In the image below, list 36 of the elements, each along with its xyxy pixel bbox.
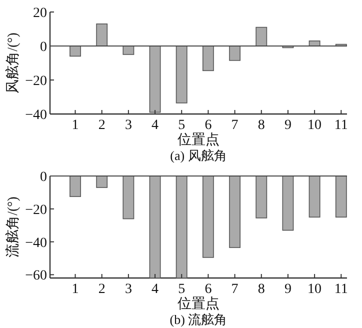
y-axis-title: 风舷角/(°) (5, 32, 21, 94)
y-tick-label: −40 (25, 236, 47, 251)
x-tick-label: 1 (72, 118, 79, 133)
x-tick-label: 9 (284, 282, 292, 297)
y-tick-label: 0 (40, 40, 47, 55)
x-tick-label: 2 (98, 282, 106, 297)
x-tick-label: 5 (178, 118, 186, 133)
x-tick-label: 9 (284, 118, 292, 133)
x-tick-label: 10 (308, 118, 322, 133)
x-tick-label: 1 (72, 282, 79, 297)
x-tick-label: 11 (334, 282, 348, 297)
x-tick-label: 7 (231, 118, 238, 133)
y-tick-label: 20 (33, 6, 47, 21)
x-tick-label: 8 (258, 118, 265, 133)
x-axis-title: 位置点 (178, 132, 220, 148)
x-tick-label: 3 (124, 282, 132, 297)
x-tick-label: 3 (124, 118, 132, 133)
y-tick-label: 0 (40, 170, 47, 185)
x-tick-label: 4 (152, 118, 159, 133)
y-tick-label: −20 (25, 202, 47, 218)
text: (a) 风舷角 (170, 148, 227, 163)
x-tick-label: 8 (258, 282, 265, 297)
x-axis-title: 位置点 (178, 296, 220, 312)
y-tick-label: −20 (25, 74, 47, 89)
x-tick-label: 5 (178, 282, 186, 297)
text: (b) 流舷角 (170, 312, 228, 327)
x-tick-label: 11 (334, 118, 348, 133)
x-tick-label: 6 (204, 282, 212, 297)
x-tick-label: 10 (308, 282, 322, 297)
y-tick-label: −60 (25, 268, 47, 284)
x-tick-label: 2 (98, 118, 106, 133)
x-tick-label: 4 (152, 282, 159, 297)
x-tick-label: 7 (231, 282, 238, 297)
y-axis-title: 流舷角/(°) (5, 196, 21, 258)
y-tick-label: −40 (25, 108, 47, 123)
x-tick-label: 6 (204, 118, 212, 133)
